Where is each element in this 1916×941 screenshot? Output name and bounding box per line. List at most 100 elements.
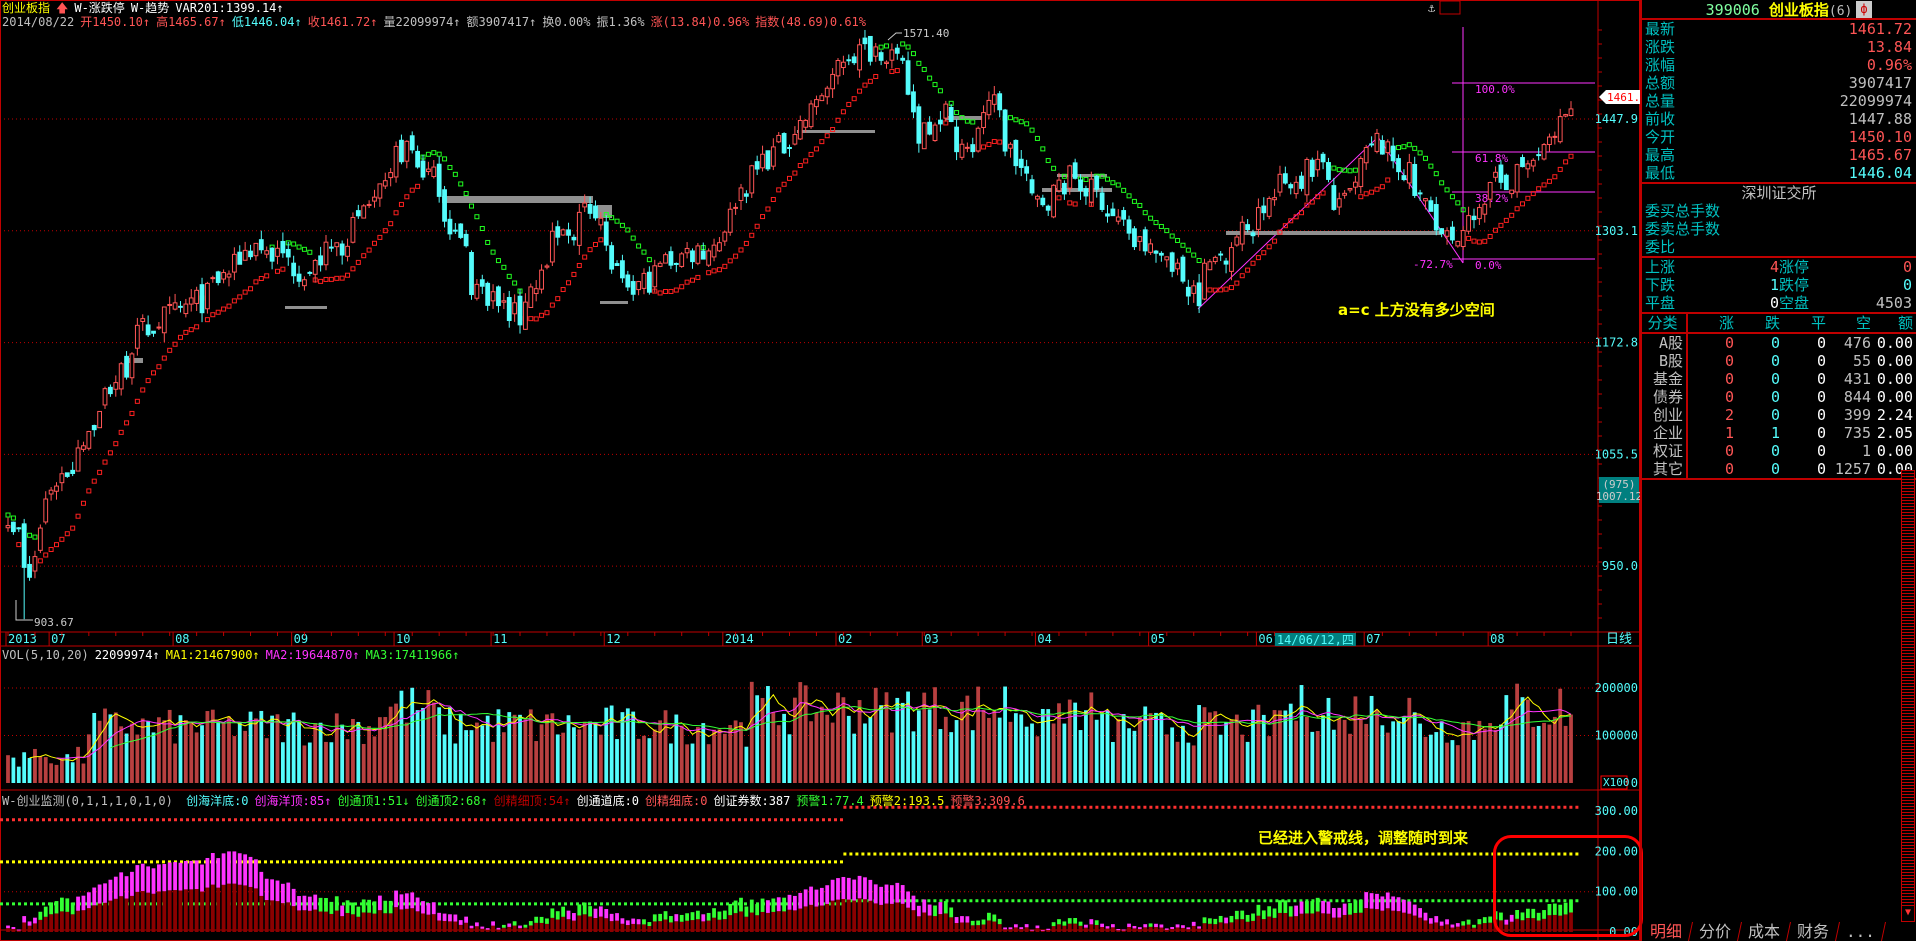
ind-base-bar (598, 916, 603, 932)
study-trend[interactable]: W-趋势 (130, 1, 170, 15)
ind-top-bar (65, 898, 70, 912)
candle-body (285, 248, 291, 258)
trend-marker (1034, 135, 1040, 141)
candle-body (248, 250, 253, 258)
ind-base-bar (431, 914, 436, 932)
volume-bar (1509, 709, 1514, 783)
ind-top-bar (286, 882, 291, 903)
volume-bar (458, 713, 463, 783)
trend-marker (64, 531, 70, 537)
ind-top-bar (997, 918, 1002, 925)
ind-top-bar (1073, 918, 1078, 924)
quote-row: 最新 1461.72 (1642, 20, 1916, 38)
tab-0[interactable]: 明细 (1639, 922, 1694, 941)
trend-marker (328, 276, 334, 282)
ind-top-bar (162, 864, 167, 892)
table-row[interactable]: B股 0 0 0 55 0.00 (1642, 352, 1916, 370)
vol-ma2: MA2:19644870↑ (265, 648, 360, 662)
candle-body (64, 472, 70, 477)
up-arrow-icon: 🡅 (56, 1, 69, 15)
candle-body (663, 254, 668, 264)
ind-base-bar (981, 924, 986, 932)
trend-marker (1040, 146, 1046, 152)
table-row[interactable]: 基金 0 0 0 431 0.00 (1642, 370, 1916, 388)
volume-bar (16, 766, 21, 783)
ind-top-bar (879, 886, 884, 905)
ind-base-bar (1455, 926, 1460, 932)
ind-top-bar (1057, 919, 1061, 925)
table-row[interactable]: 权证 0 0 0 1 0.00 (1642, 442, 1916, 460)
ind-top-bar (819, 887, 824, 906)
volume-bar (652, 729, 657, 783)
ind-base-bar (388, 913, 393, 932)
ind-top-bar (1127, 923, 1131, 927)
ind-base-bar (695, 919, 700, 932)
tab-2[interactable]: 成本 (1738, 922, 1792, 941)
trend-marker (851, 96, 857, 102)
table-cell: 0 (1770, 370, 1780, 388)
kline-chart[interactable]: ⚓1447.91303.11172.81055.5950.02000001000… (0, 0, 1640, 941)
trend-marker (587, 247, 593, 253)
trend-marker (1175, 237, 1181, 243)
ind-base-bar (351, 914, 355, 932)
trend-marker (959, 115, 965, 121)
ind-base-bar (1019, 929, 1024, 932)
trend-marker (954, 110, 960, 116)
quote-label: 最新 (1645, 20, 1676, 38)
scroll-down-icon[interactable]: ▼ (1902, 907, 1914, 921)
table-row[interactable]: 企业 1 1 0 735 2.05 (1642, 424, 1916, 442)
table-row[interactable]: 创业 2 0 0 399 2.24 (1642, 406, 1916, 424)
trend-marker (415, 183, 421, 189)
candle-body (1256, 207, 1261, 230)
ind-base-bar (1251, 920, 1255, 932)
ind-base-bar (1267, 916, 1272, 932)
f10-icon[interactable]: ф (1856, 1, 1872, 18)
ind-top-bar (1461, 921, 1466, 926)
trend-marker (1417, 150, 1423, 156)
volume-bar (695, 727, 700, 783)
candle-body (334, 242, 340, 248)
ind-base-bar (313, 909, 318, 932)
ind-base-bar (1207, 923, 1212, 932)
candle-body (1045, 205, 1051, 211)
ind-base-bar (771, 911, 776, 932)
candle-body (124, 355, 129, 378)
ind-top-bar (119, 872, 124, 897)
table-cell: 0.00 (1876, 352, 1913, 370)
trend-marker (469, 203, 475, 209)
candle-body (32, 556, 38, 572)
table-cell: 0.00 (1876, 442, 1913, 460)
candle-body (900, 57, 906, 61)
tab-4[interactable]: ... (1836, 922, 1886, 941)
volume-bar (496, 709, 501, 783)
trend-marker (576, 262, 582, 268)
candle-body (1191, 285, 1197, 294)
volume-bar (943, 716, 948, 783)
ind-base-bar (787, 909, 792, 932)
trend-marker (43, 552, 49, 558)
tab-1[interactable]: 分价 (1688, 922, 1743, 941)
tab-3[interactable]: 财务 (1787, 922, 1841, 941)
volume-bar (900, 702, 905, 783)
volume-bar (1084, 710, 1088, 783)
ind-base-bar (766, 912, 770, 932)
volume-bar (140, 718, 145, 783)
volume-bar (1493, 729, 1498, 783)
ind-top-bar (722, 910, 727, 920)
study-zdt[interactable]: W-涨跌停 (74, 1, 125, 15)
ind-base-bar (1563, 914, 1568, 932)
trend-marker (37, 558, 43, 564)
ind-base-bar (453, 921, 458, 932)
scrollbar[interactable]: ▼ (1901, 470, 1915, 922)
ind-base-bar (1154, 927, 1158, 932)
ind-base-bar (1515, 918, 1519, 932)
ind-base-bar (76, 910, 80, 932)
ind-base-bar (297, 910, 301, 932)
table-row[interactable]: A股 0 0 0 476 0.00 (1642, 334, 1916, 352)
table-row[interactable]: 债券 0 0 0 844 0.00 (1642, 388, 1916, 406)
volume-bar (1558, 688, 1563, 783)
table-row[interactable]: 其它 0 0 0 1257 0.00 (1642, 460, 1916, 478)
table-cell: 735 (1843, 424, 1871, 442)
ind-base-bar (906, 907, 910, 932)
ind-top-bar (437, 912, 442, 921)
